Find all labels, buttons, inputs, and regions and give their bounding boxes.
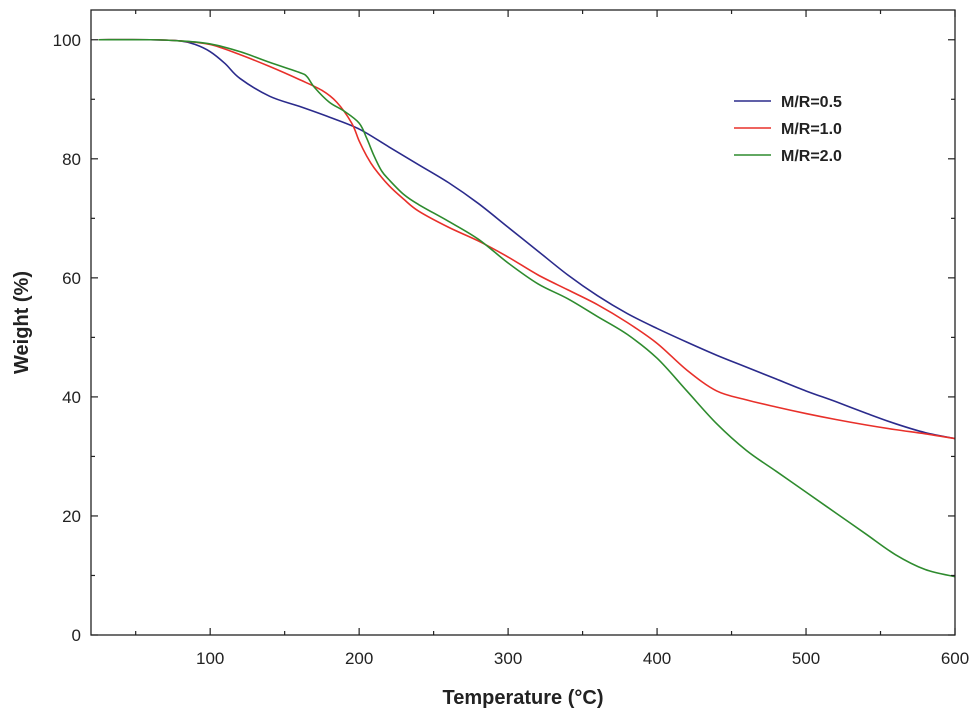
series-line-1 bbox=[98, 38, 956, 440]
series-layer bbox=[98, 38, 956, 578]
y-tick-label: 0 bbox=[72, 626, 81, 645]
y-tick-label: 40 bbox=[62, 388, 81, 407]
legend: M/R=0.5 M/R=1.0 M/R=2.0 bbox=[734, 94, 842, 165]
y-tick-label: 20 bbox=[62, 507, 81, 526]
x-tick-label: 100 bbox=[196, 649, 224, 668]
legend-label: M/R=2.0 bbox=[781, 148, 842, 165]
series-line-2 bbox=[98, 38, 956, 440]
series-line-3 bbox=[98, 38, 956, 578]
y-tick-label: 100 bbox=[53, 31, 81, 50]
x-tick-label: 200 bbox=[345, 649, 373, 668]
y-axis-title: Weight (%) bbox=[11, 271, 33, 374]
y-tick-label: 80 bbox=[62, 150, 81, 169]
legend-label: M/R=0.5 bbox=[781, 94, 842, 111]
y-tick-label: 60 bbox=[62, 269, 81, 288]
x-tick-label: 600 bbox=[941, 649, 969, 668]
legend-label: M/R=1.0 bbox=[781, 121, 842, 138]
ticks-layer: 100 200 300 400 500 600 0 20 40 60 80 100 bbox=[53, 10, 969, 668]
x-axis-title: Temperature (°C) bbox=[443, 687, 604, 709]
x-tick-label: 300 bbox=[494, 649, 522, 668]
x-tick-label: 500 bbox=[792, 649, 820, 668]
plot-frame bbox=[90, 9, 956, 636]
x-tick-label: 400 bbox=[643, 649, 671, 668]
